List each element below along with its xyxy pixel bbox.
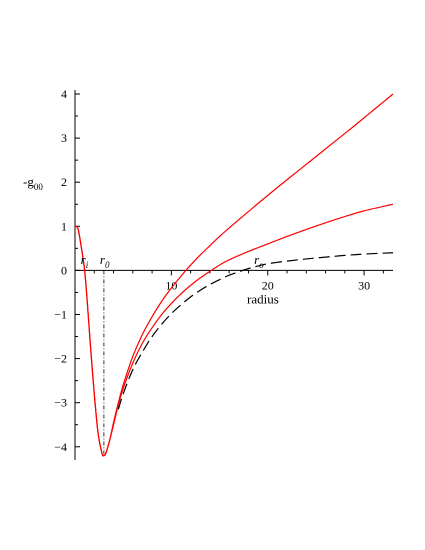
annotation-sub: o	[259, 260, 264, 270]
y-tick-label: 3	[61, 131, 67, 145]
y-tick-label: 0	[61, 263, 67, 277]
annotation-sub: i	[86, 260, 89, 270]
x-tick-label: 30	[358, 278, 370, 292]
axes	[74, 90, 393, 460]
y-tick-label: −4	[54, 440, 67, 454]
y-tick-label: −1	[54, 307, 67, 321]
y-tick-label: −2	[54, 352, 67, 366]
series-line-1	[74, 93, 394, 457]
tick-labels: 10 20 30 −4 −3 −2 −1 0 1 2 3 4	[54, 87, 370, 454]
series-layer	[74, 93, 394, 457]
y-axis-label-sub: 00	[34, 182, 44, 192]
annotation-label: r0	[100, 252, 110, 270]
annotation-main: r	[100, 252, 106, 267]
annotation-sub: 0	[105, 260, 110, 270]
y-axis-label: -g00	[23, 174, 43, 192]
x-tick-label: 20	[262, 278, 274, 292]
tick-marks	[74, 93, 384, 448]
x-tick-label: 10	[165, 278, 177, 292]
y-tick-label: 1	[61, 219, 67, 233]
annotation-main: r	[254, 252, 260, 267]
annotation-main: r	[81, 252, 87, 267]
series-line-3	[117, 252, 394, 410]
annotations: ri r0 ro	[81, 252, 265, 270]
y-tick-label: 4	[61, 87, 67, 101]
annotation-label: ri	[81, 252, 89, 270]
annotation-label: ro	[254, 252, 264, 270]
y-tick-label: −3	[54, 396, 67, 410]
series-line-2	[74, 203, 394, 457]
y-tick-label: 2	[61, 175, 67, 189]
x-axis-label: radius	[247, 291, 279, 306]
y-axis-label-main: -g	[23, 174, 34, 189]
